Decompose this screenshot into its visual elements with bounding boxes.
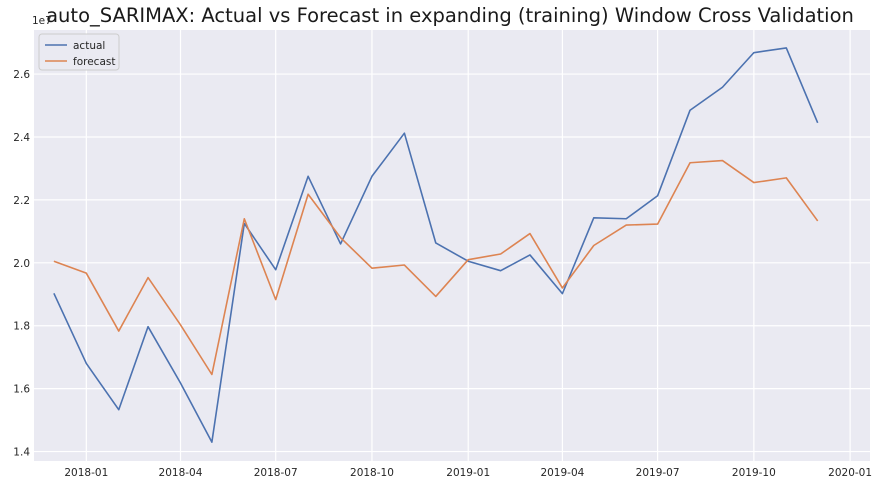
series-lines (53, 47, 819, 443)
x-tick-label: 2018-07 (254, 467, 298, 479)
x-tick-label: 2018-10 (350, 467, 394, 479)
x-tick-label: 2020-01 (828, 467, 872, 479)
tick-labels: 1.4 1.6 1.8 2.0 2.2 2.4 2.6 2018-01 2018-04 2018-… (13, 69, 872, 479)
y-tick-label: 2.2 (13, 195, 30, 207)
legend-label-actual: actual (73, 40, 105, 52)
x-tick-label: 2019-10 (732, 467, 776, 479)
y-tick-label: 2.4 (13, 132, 30, 144)
y-tick-label: 2.6 (13, 69, 30, 81)
legend-label-forecast: forecast (73, 56, 115, 68)
series-line-actual (53, 47, 819, 443)
legend: actual forecast (38, 33, 120, 71)
y-tick-label: 1.8 (13, 321, 30, 333)
x-tick-label: 2019-07 (636, 467, 680, 479)
y-offset-label: 1e7 (32, 15, 52, 27)
y-tick-label: 1.4 (13, 447, 30, 459)
y-tick-label: 1.6 (13, 384, 30, 396)
plot-area (34, 30, 870, 461)
series-line-forecast (53, 159, 819, 376)
x-tick-label: 2018-04 (159, 467, 203, 479)
x-tick-label: 2019-04 (540, 467, 584, 479)
grid-lines (34, 30, 870, 461)
y-tick-label: 2.0 (13, 258, 30, 270)
chart-title: auto_SARIMAX: Actual vs Forecast in expa… (46, 4, 854, 27)
x-tick-label: 2018-01 (64, 467, 108, 479)
x-tick-label: 2019-01 (446, 467, 490, 479)
